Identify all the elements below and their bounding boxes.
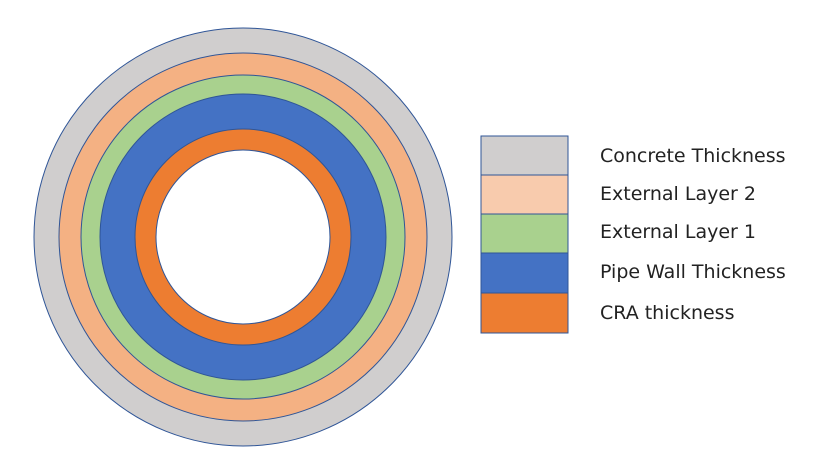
legend-label-pipe-wall-thickness: Pipe Wall Thickness: [600, 261, 786, 283]
pipe-bore: [155, 149, 331, 325]
legend-label-external-layer-2: External Layer 2: [600, 183, 756, 205]
legend: Concrete Thickness External Layer 2 Exte…: [480, 135, 786, 334]
legend-swatch-pipe-wall-thickness: [480, 252, 569, 294]
legend-swatch-cra-thickness: [480, 292, 569, 334]
legend-swatch-external-layer-2: [480, 174, 569, 215]
legend-label-concrete-thickness: Concrete Thickness: [600, 145, 786, 167]
legend-swatch-external-layer-1: [480, 213, 569, 254]
pipe-rings: [33, 27, 453, 447]
legend-label-cra-thickness: CRA thickness: [600, 302, 734, 324]
legend-swatch-concrete-thickness: [480, 135, 569, 176]
legend-label-external-layer-1: External Layer 1: [600, 221, 756, 243]
